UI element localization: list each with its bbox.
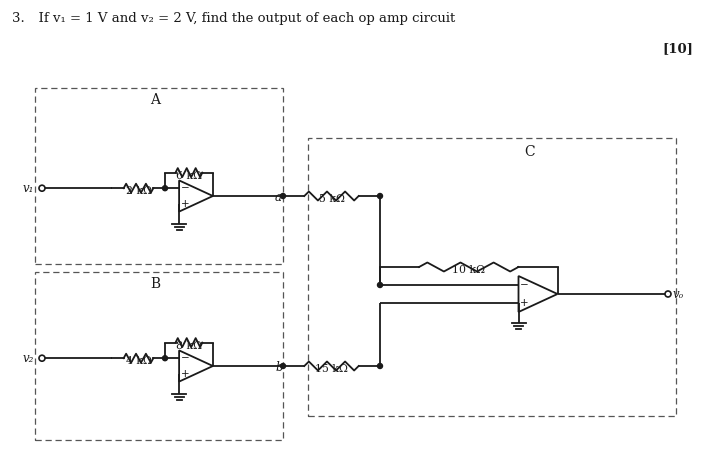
Circle shape (39, 185, 45, 191)
Circle shape (377, 363, 383, 368)
Text: vₒ: vₒ (673, 287, 684, 301)
Text: a: a (275, 191, 282, 204)
Text: 15 kΩ: 15 kΩ (315, 364, 348, 374)
Text: −: − (520, 280, 529, 290)
Text: +: + (180, 199, 190, 209)
Text: +: + (180, 369, 190, 379)
Text: A: A (150, 93, 160, 107)
Circle shape (377, 282, 383, 287)
Circle shape (162, 356, 168, 361)
Circle shape (377, 193, 383, 198)
Text: v₁: v₁ (23, 182, 34, 195)
Text: b: b (275, 361, 283, 374)
Text: C: C (525, 145, 535, 159)
Text: 10 kΩ: 10 kΩ (452, 265, 485, 275)
Text: 5 kΩ: 5 kΩ (319, 194, 345, 204)
Bar (308, 138, 676, 416)
Bar (35, 272, 283, 440)
Text: 4 kΩ: 4 kΩ (125, 356, 152, 366)
Text: [10]: [10] (662, 42, 693, 55)
Text: v₂: v₂ (23, 352, 34, 365)
Circle shape (281, 193, 286, 198)
Text: +: + (520, 298, 529, 308)
Text: 2 kΩ: 2 kΩ (125, 186, 152, 196)
Text: B: B (150, 277, 160, 291)
Circle shape (39, 355, 45, 361)
Text: 8 kΩ: 8 kΩ (176, 340, 202, 351)
Text: −: − (180, 353, 190, 363)
Text: 3.: 3. (12, 12, 25, 25)
Bar (35, 88, 283, 264)
Text: If v₁ = 1 V and v₂ = 2 V, find the output of each op amp circuit: If v₁ = 1 V and v₂ = 2 V, find the outpu… (30, 12, 455, 25)
Circle shape (281, 363, 286, 368)
Circle shape (162, 186, 168, 191)
Text: −: − (180, 183, 190, 193)
Text: 6 kΩ: 6 kΩ (176, 170, 202, 181)
Circle shape (665, 291, 671, 297)
